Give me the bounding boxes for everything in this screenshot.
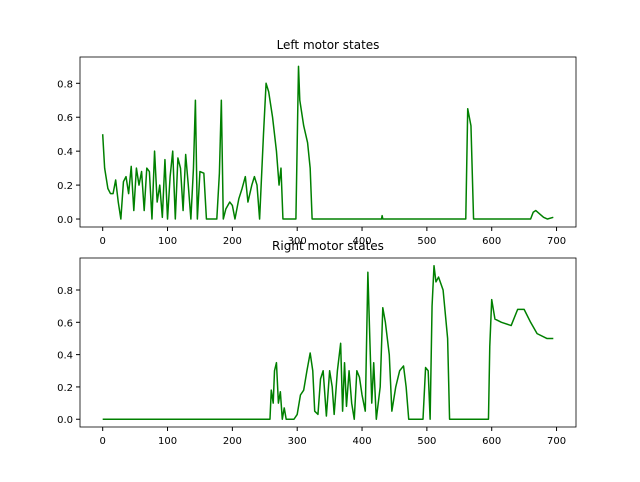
y-tick-label: 0.6 <box>57 318 73 329</box>
y-tick-label: 0.0 <box>57 215 73 226</box>
x-tick-label: 700 <box>547 236 566 247</box>
y-tick-label: 0.4 <box>57 351 73 362</box>
x-tick-label: 500 <box>417 436 436 447</box>
x-tick-label: 500 <box>417 236 436 247</box>
axes-title: Left motor states <box>277 38 380 52</box>
data-line <box>101 65 554 220</box>
data-line <box>102 265 554 420</box>
y-tick-label: 0.6 <box>57 113 73 124</box>
x-tick-label: 200 <box>223 436 242 447</box>
y-tick-label: 0.8 <box>57 286 73 297</box>
x-tick-label: 600 <box>482 436 501 447</box>
x-tick-label: 0 <box>100 236 106 247</box>
x-tick-label: 300 <box>288 236 307 247</box>
x-tick-label: 100 <box>158 436 177 447</box>
x-tick-label: 0 <box>100 436 106 447</box>
y-tick-label: 0.0 <box>57 415 73 426</box>
x-tick-label: 200 <box>223 236 242 247</box>
y-tick-label: 0.2 <box>57 383 73 394</box>
x-tick-label: 700 <box>547 436 566 447</box>
y-tick-label: 0.8 <box>57 79 73 90</box>
y-tick-label: 0.2 <box>57 181 73 192</box>
y-tick-label: 0.4 <box>57 147 73 158</box>
x-tick-label: 400 <box>352 436 371 447</box>
x-tick-label: 100 <box>158 236 177 247</box>
x-tick-label: 400 <box>352 236 371 247</box>
axes-title: Right motor states <box>272 239 384 253</box>
x-tick-label: 600 <box>482 236 501 247</box>
axes-frame <box>79 257 577 428</box>
axes-frame <box>79 56 577 228</box>
x-tick-label: 300 <box>288 436 307 447</box>
